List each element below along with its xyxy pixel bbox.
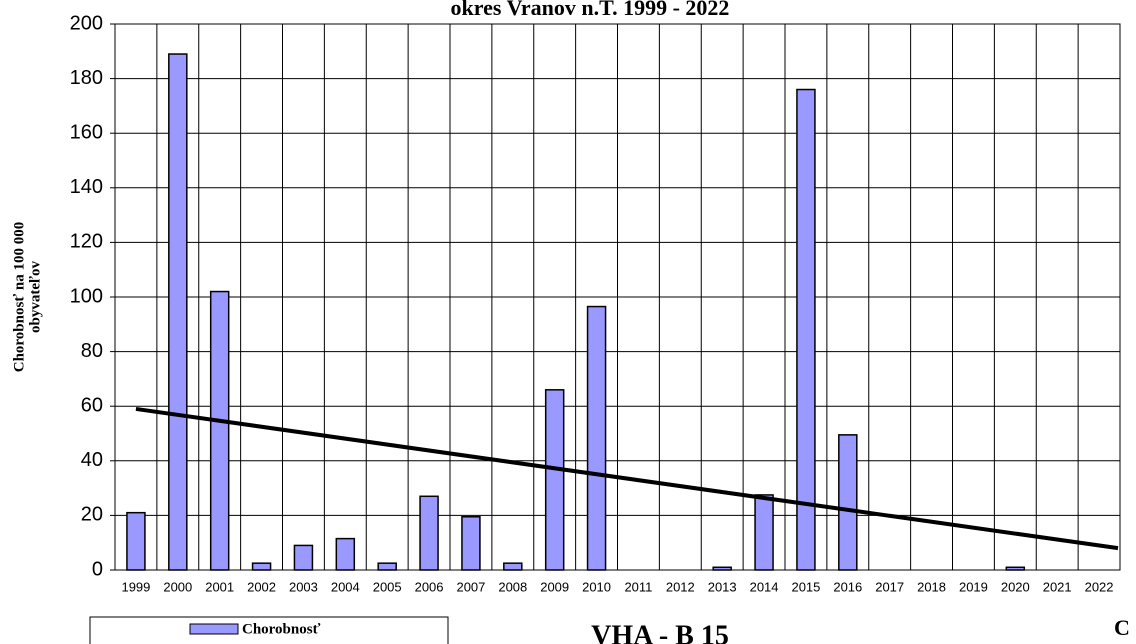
y-tick-label: 20 (81, 504, 103, 526)
y-tick-label: 100 (70, 285, 103, 307)
legend (89, 616, 449, 644)
x-tick-label: 2010 (582, 579, 611, 594)
y-tick-label: 120 (70, 231, 103, 253)
bar (335, 537, 356, 571)
x-tick-label: 2015 (791, 579, 820, 594)
legend-swatch (189, 623, 239, 635)
y-tick-label: 140 (70, 176, 103, 198)
bar (419, 495, 439, 571)
bar (126, 511, 146, 571)
bar (168, 53, 188, 571)
y-tick-label: 180 (70, 67, 103, 89)
y-tick-label: 200 (70, 12, 103, 34)
bar (293, 544, 314, 571)
x-tick-label: 2020 (1001, 579, 1030, 594)
y-axis-label-line: obyvateľov (27, 260, 43, 333)
bar (754, 494, 774, 571)
x-tick-label: 2016 (833, 579, 862, 594)
trendline (135, 406, 1119, 551)
x-tick-label: 2008 (498, 579, 527, 594)
legend-label: Chorobnosť (242, 621, 321, 637)
x-tick-label: 2022 (1085, 579, 1114, 594)
x-tick-label: 2011 (624, 579, 652, 594)
bar (1005, 566, 1026, 571)
x-tick-label: 2017 (875, 579, 904, 594)
bar (544, 389, 565, 571)
footer-right: C (1114, 615, 1130, 640)
bar (796, 88, 816, 571)
bar (251, 562, 272, 571)
y-tick-label: 40 (81, 449, 103, 471)
footer-code: VHA - B 15 (591, 620, 729, 644)
x-tick-label: 2002 (247, 579, 276, 594)
x-tick-label: 2018 (917, 579, 946, 594)
x-tick-label: 2021 (1043, 579, 1072, 594)
x-tick-label: 1999 (121, 579, 150, 594)
x-tick-label: 2004 (331, 579, 360, 594)
bar (377, 562, 397, 571)
x-tick-label: 2019 (959, 579, 988, 594)
x-tick-label: 2012 (666, 579, 695, 594)
bar (712, 566, 732, 571)
x-tick-label: 2007 (456, 579, 485, 594)
y-axis-label: Chorobnosť na 100 000 obyvateľov (11, 222, 43, 373)
x-tick-label: 2013 (708, 579, 737, 594)
x-tick-label: 2005 (373, 579, 402, 594)
x-tick-label: 2009 (540, 579, 569, 594)
bar (838, 434, 858, 571)
y-tick-label: 80 (81, 340, 103, 362)
bar (503, 562, 523, 571)
x-tick-label: 2006 (415, 579, 444, 594)
bar (586, 305, 607, 571)
y-tick-label: 160 (70, 121, 103, 143)
x-tick-label: 2000 (163, 579, 192, 594)
x-tick-label: 2014 (750, 579, 779, 594)
chart-title: okres Vranov n.T. 1999 - 2022 (451, 0, 730, 20)
x-tick-label: 2001 (205, 579, 234, 594)
bar (209, 290, 230, 571)
x-tick-label: 2003 (289, 579, 318, 594)
bar (461, 516, 481, 571)
y-tick-label: 0 (92, 558, 103, 580)
y-axis-label-line: Chorobnosť na 100 000 (11, 222, 27, 373)
y-tick-label: 60 (81, 394, 103, 416)
